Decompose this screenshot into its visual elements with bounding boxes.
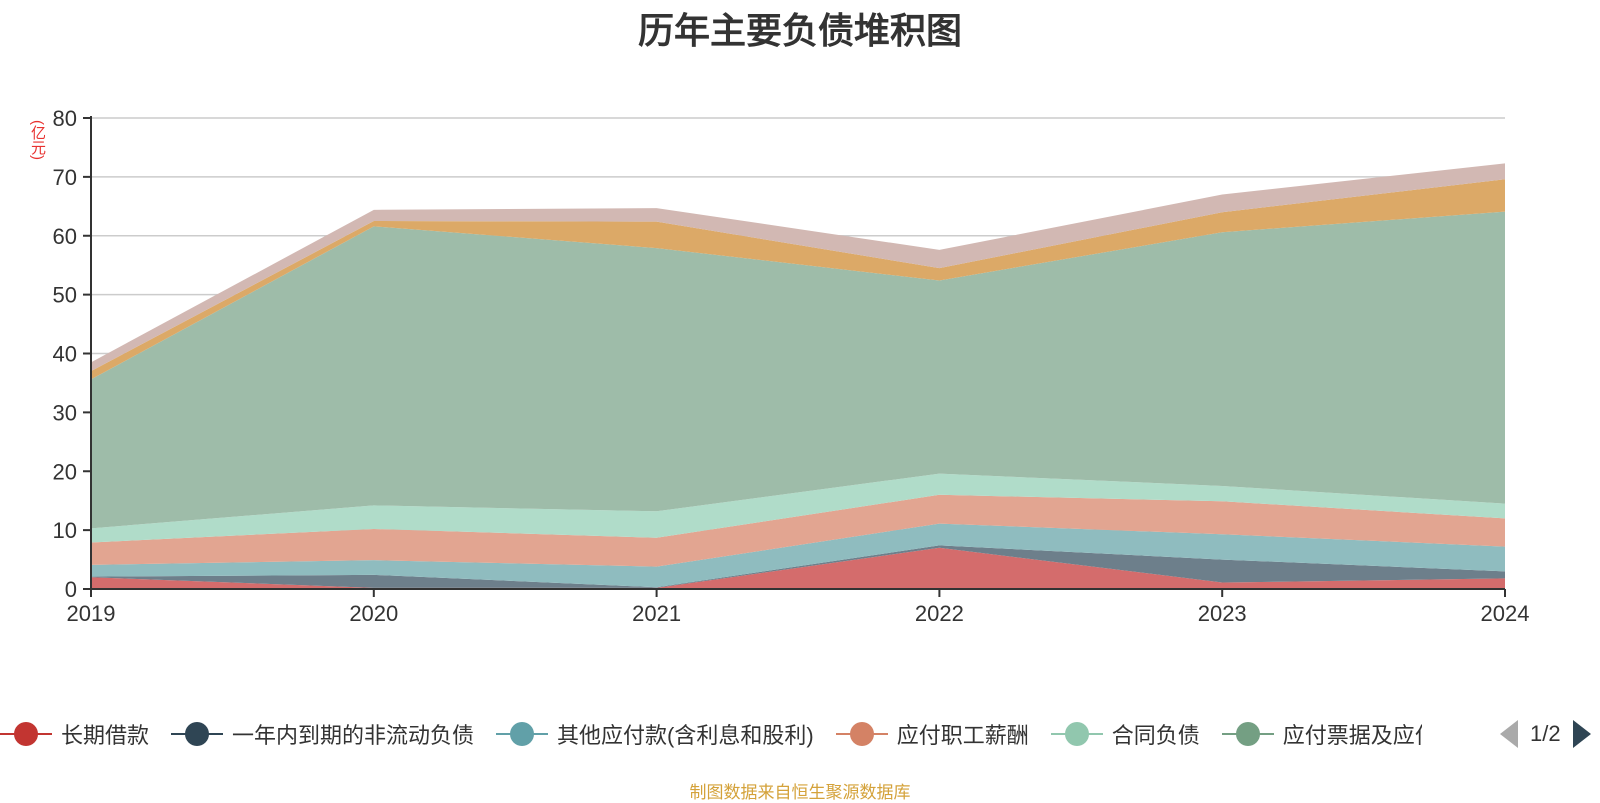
legend-label: 其他应付款(含利息和股利) — [557, 723, 814, 748]
area-series-2 — [91, 545, 1505, 588]
y-tick-label: 80 — [53, 106, 77, 131]
area-series-3 — [91, 523, 1505, 588]
y-tick-label: 10 — [53, 518, 77, 543]
y-axis-unit-label: (亿元) — [29, 120, 46, 160]
legend-pager: 1/2 — [1500, 712, 1591, 756]
legend-label: 应付职工薪酬 — [896, 723, 1029, 748]
y-tick-label: 30 — [53, 400, 77, 425]
prev-page-icon[interactable] — [1500, 720, 1518, 748]
area-series-5 — [91, 473, 1505, 543]
y-tick-label: 40 — [53, 342, 77, 367]
legend-item-long-term-loans[interactable]: 长期借款 — [0, 718, 149, 750]
legend-marker-icon — [171, 722, 224, 746]
area-series-8 — [91, 163, 1505, 372]
legend-page-indicator: 1/2 — [1530, 721, 1561, 746]
legend-label: 一年内到期的非流动负债 — [232, 723, 475, 748]
stacked-area-chart: 0 10 20 30 40 50 60 70 80 2019 2020 2021 2022 2023 202… — [53, 106, 1530, 626]
legend-item-notes-accounts-payable[interactable]: 应付票据及应付账款 — [1221, 718, 1422, 750]
x-tick-label: 2020 — [349, 601, 398, 626]
legend-marker-icon — [496, 722, 549, 746]
legend-label: 应付票据及应付账款 — [1282, 723, 1422, 748]
legend-item-other-payables[interactable]: 其他应付款(含利息和股利) — [496, 718, 814, 750]
legend: 长期借款 一年内到期的非流动负债 其他应付款(含利息和股利) 应付职工薪酬 合同… — [0, 712, 1600, 756]
area-series-1 — [91, 547, 1505, 589]
data-source-note: 制图数据来自恒生聚源数据库 — [689, 783, 911, 802]
x-tick-label: 2022 — [915, 601, 964, 626]
legend-item-contract-liabilities[interactable]: 合同负债 — [1050, 718, 1200, 750]
x-tick-label: 2023 — [1198, 601, 1247, 626]
legend-label: 长期借款 — [61, 723, 150, 748]
chart-title: 历年主要负债堆积图 — [637, 10, 962, 51]
y-tick-label: 20 — [53, 459, 77, 484]
legend-item-current-noncurrent-liabilities[interactable]: 一年内到期的非流动负债 — [171, 718, 474, 750]
legend-marker-icon — [835, 722, 888, 746]
legend-marker-icon — [0, 722, 52, 746]
x-tick-label: 2024 — [1481, 601, 1530, 626]
y-tick-label: 70 — [53, 165, 77, 190]
next-page-icon[interactable] — [1572, 720, 1591, 748]
area-series-7 — [91, 179, 1505, 380]
y-tick-label: 50 — [53, 283, 77, 308]
y-tick-label: 0 — [65, 577, 77, 602]
legend-marker-icon — [1050, 722, 1103, 746]
x-tick-label: 2019 — [67, 601, 116, 626]
x-tick-label: 2021 — [632, 601, 681, 626]
area-series-4 — [91, 494, 1505, 567]
legend-item-payroll-payable[interactable]: 应付职工薪酬 — [835, 718, 1029, 750]
y-tick-label: 60 — [53, 224, 77, 249]
legend-marker-icon — [1221, 722, 1274, 746]
area-series-6 — [91, 211, 1505, 529]
legend-label: 合同负债 — [1111, 723, 1200, 748]
